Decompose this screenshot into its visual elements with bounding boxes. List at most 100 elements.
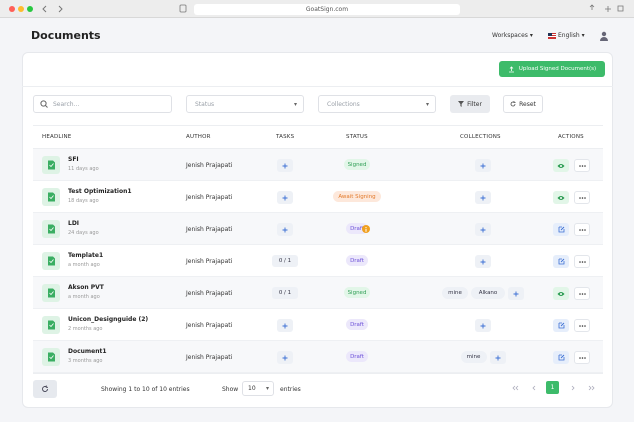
view-button[interactable]: [553, 191, 569, 204]
language[interactable]: English ▾: [548, 32, 585, 39]
edit-button[interactable]: [553, 319, 569, 332]
dots-icon: [578, 292, 586, 295]
plus-icon: [480, 323, 486, 328]
headline[interactable]: SFI: [68, 156, 79, 163]
upload-button[interactable]: Upload Signed Document(s): [499, 61, 605, 77]
plus-icon: [480, 227, 486, 232]
table-header: [33, 125, 603, 149]
doc-glyph: [47, 256, 55, 266]
author: Jenish Prajapati: [186, 194, 233, 201]
plus-icon: [495, 355, 500, 360]
time: 3 months ago: [68, 358, 103, 364]
view-button[interactable]: [553, 159, 569, 172]
reset-label: Reset: [519, 100, 536, 108]
divider: [22, 86, 613, 87]
upload-icon: [508, 65, 514, 72]
headline[interactable]: LDI: [68, 220, 80, 227]
eye-icon: [557, 163, 565, 168]
author: Jenish Prajapati: [186, 226, 233, 233]
doc-icon: [42, 316, 60, 334]
column-header: TASKS: [276, 134, 295, 140]
add-task[interactable]: [277, 159, 293, 172]
headline[interactable]: Document1: [68, 348, 107, 355]
table-row: [33, 309, 603, 341]
add-collection[interactable]: [475, 255, 491, 268]
view-button[interactable]: [553, 287, 569, 300]
refresh-button[interactable]: [33, 380, 57, 398]
show-label: Show: [222, 386, 239, 393]
collection-tag: mine: [442, 287, 468, 299]
headline[interactable]: Test Optimization1: [68, 188, 132, 195]
add-task[interactable]: [277, 223, 293, 236]
user-icon[interactable]: [598, 30, 610, 42]
column-header: HEADLINE: [42, 134, 72, 140]
plus-icon: [282, 323, 288, 328]
eye-icon: [557, 291, 565, 296]
column-header: STATUS: [346, 134, 368, 140]
plus-icon: [282, 227, 288, 232]
plus-icon: [282, 195, 288, 200]
page-size-select[interactable]: 10 ▾: [242, 381, 274, 396]
edit-button[interactable]: [553, 223, 569, 236]
edit-button[interactable]: [553, 351, 569, 364]
add-collection[interactable]: [475, 159, 491, 172]
workspaces[interactable]: Workspaces ▾: [492, 32, 533, 39]
doc-glyph: [47, 192, 55, 202]
add-collection[interactable]: [475, 223, 491, 236]
doc-icon: [42, 284, 60, 302]
plus-icon: [480, 163, 486, 168]
url-bar[interactable]: GoatSign.com: [194, 4, 460, 15]
more-button[interactable]: [574, 319, 590, 332]
status-pill: Draft: [346, 319, 368, 330]
author: Jenish Prajapati: [186, 258, 233, 265]
add-collection[interactable]: [489, 351, 506, 364]
add-collection[interactable]: [475, 319, 491, 332]
doc-glyph: [47, 224, 55, 234]
author: Jenish Prajapati: [186, 322, 233, 329]
more-button[interactable]: [574, 159, 590, 172]
column-header: AUTHOR: [186, 134, 211, 140]
table-row: [33, 341, 603, 373]
doc-glyph: [47, 288, 55, 298]
status-placeholder: Status: [195, 100, 215, 108]
search-placeholder: Search...: [53, 100, 80, 108]
add-collection[interactable]: [475, 191, 491, 204]
doc-icon: [42, 252, 60, 270]
reset-button[interactable]: Reset: [503, 95, 543, 113]
table-row: [33, 181, 603, 213]
collections-select[interactable]: Collections ▾: [318, 95, 436, 113]
add-task[interactable]: [277, 351, 293, 364]
add-collection[interactable]: [508, 287, 524, 300]
more-button[interactable]: [574, 255, 590, 268]
time: 2 months ago: [68, 326, 103, 332]
author: Jenish Prajapati: [186, 162, 233, 169]
eye-icon: [557, 195, 565, 200]
author: Jenish Prajapati: [186, 290, 233, 297]
headline[interactable]: Akson PVT: [68, 284, 104, 291]
more-button[interactable]: [574, 351, 590, 364]
filter-button[interactable]: Filter: [450, 95, 490, 113]
page-button[interactable]: 1: [546, 381, 559, 394]
pagination-arrows: [512, 385, 595, 391]
url: GoatSign.com: [305, 6, 349, 13]
more-button[interactable]: [574, 223, 590, 236]
edit-button[interactable]: [553, 255, 569, 268]
time: 24 days ago: [68, 230, 99, 236]
add-task[interactable]: [277, 319, 293, 332]
search-input[interactable]: Search...: [33, 95, 172, 113]
status-select[interactable]: Status ▾: [186, 95, 304, 113]
reset-icon: [510, 101, 516, 107]
edit-icon: [558, 258, 564, 265]
more-button[interactable]: [574, 191, 590, 204]
info-glyph: [365, 226, 367, 232]
add-task[interactable]: [277, 191, 293, 204]
time: 18 days ago: [68, 198, 99, 204]
dots-icon: [578, 164, 586, 167]
headline[interactable]: Unicon_Designguide (2): [68, 316, 149, 323]
time: 11 days ago: [68, 166, 99, 172]
headline[interactable]: Template1: [68, 252, 104, 259]
more-button[interactable]: [574, 287, 590, 300]
refresh-icon: [42, 385, 48, 392]
dots-icon: [578, 260, 586, 263]
